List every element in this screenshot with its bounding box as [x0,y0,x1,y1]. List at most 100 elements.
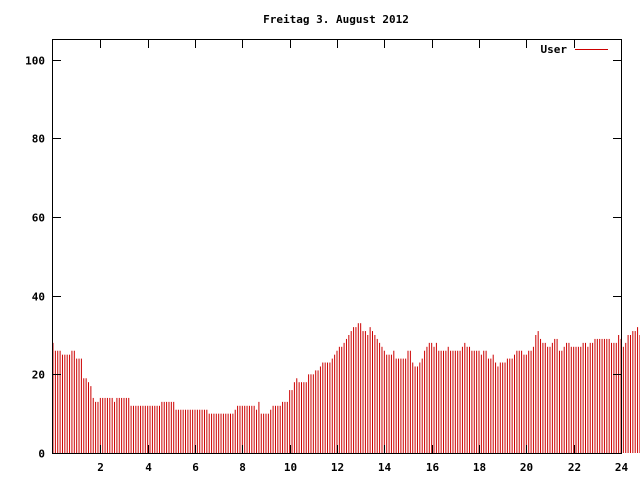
bar [357,323,359,453]
bar [111,397,113,453]
bar [471,350,473,453]
bar [535,335,537,453]
bar [144,405,146,453]
bar [185,409,187,453]
bar [353,327,355,453]
bar [220,413,222,453]
bar [563,346,565,453]
bar [596,338,598,453]
bar [490,358,492,453]
bar [634,331,636,453]
bar [492,354,494,453]
legend-label-user: User [541,43,568,56]
bar [400,358,402,453]
bar [61,354,63,453]
bar [227,413,229,453]
y-tick-label: 80 [32,133,45,146]
bar [239,405,241,453]
bar [476,350,478,453]
bar [147,405,149,453]
bar [308,374,310,453]
bar [570,346,572,453]
bar [402,358,404,453]
bar [305,382,307,453]
bar [324,362,326,453]
bar [464,342,466,453]
bar [573,346,575,453]
bar [511,358,513,453]
bar [582,342,584,453]
bar [329,362,331,453]
bar [282,401,284,453]
bar [286,401,288,453]
bar [97,401,99,453]
bar [256,409,258,453]
bar [350,331,352,453]
y-tick-label: 100 [25,55,45,68]
bar [540,338,542,453]
bar [369,327,371,453]
bar [615,342,617,453]
bar [495,362,497,453]
bar [343,342,345,453]
bar [412,362,414,453]
y-tick-label: 40 [32,291,45,304]
bar [594,338,596,453]
bar [454,350,456,453]
bar [69,354,71,453]
bar [253,405,255,453]
bar [123,397,125,453]
bar [585,342,586,453]
bar [130,405,132,453]
bar [407,350,409,453]
bar [260,413,262,453]
bar [532,346,534,453]
bar [258,401,260,453]
bar [301,382,302,453]
plot-frame [52,39,622,454]
bar [170,401,172,453]
bar [528,350,530,453]
bar [289,390,291,453]
bar [372,331,373,453]
bar [54,350,56,453]
bar [159,405,160,453]
bar [241,405,243,453]
bar [424,350,426,453]
bar [182,409,184,453]
bar [497,366,499,453]
bar [374,335,376,453]
bar [556,338,558,453]
bar [192,409,194,453]
bar [506,358,508,453]
bar [274,405,276,453]
bar [109,397,111,453]
bar [293,382,295,453]
bar [542,342,544,453]
bar [203,409,205,453]
bar [106,397,108,453]
bar [234,409,236,453]
bar [284,401,286,453]
bar [59,350,61,453]
bar [629,335,631,453]
bar [161,401,163,453]
y-tick-label: 20 [32,369,45,382]
bar [319,366,321,453]
bar [416,366,418,453]
bar [125,397,127,453]
bar [568,342,570,453]
chart-title: Freitag 3. August 2012 [263,13,409,26]
bar [73,350,75,453]
bar [587,346,589,453]
bar [530,350,532,453]
bar [90,386,92,453]
bar [102,397,104,453]
bar [296,378,298,453]
bar [561,350,563,453]
legend: User [541,43,608,56]
bar [551,342,553,453]
x-tick-label: 16 [426,461,440,474]
bar [360,323,362,453]
